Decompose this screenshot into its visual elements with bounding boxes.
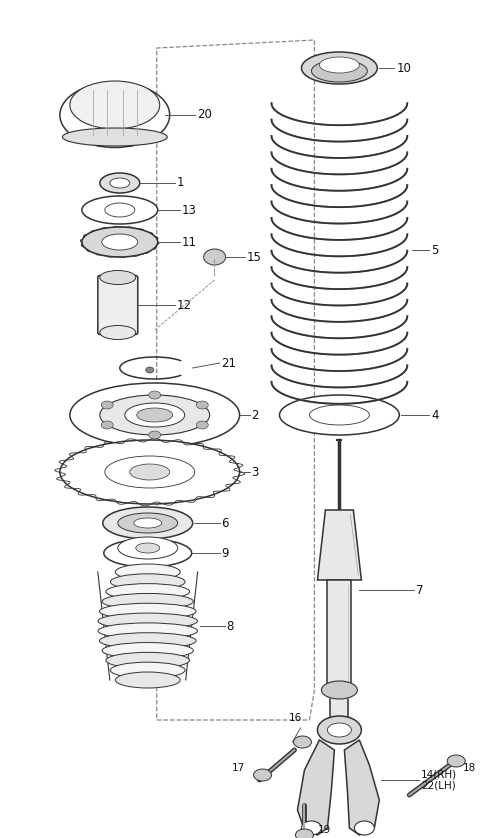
Ellipse shape bbox=[100, 271, 136, 284]
Ellipse shape bbox=[100, 395, 210, 435]
Ellipse shape bbox=[98, 613, 197, 629]
Ellipse shape bbox=[100, 325, 136, 339]
Text: 11: 11 bbox=[181, 235, 197, 249]
Ellipse shape bbox=[102, 234, 138, 250]
Text: 2: 2 bbox=[252, 408, 259, 422]
Ellipse shape bbox=[99, 603, 196, 619]
Polygon shape bbox=[327, 580, 351, 690]
Ellipse shape bbox=[322, 681, 358, 699]
Ellipse shape bbox=[118, 513, 178, 533]
Ellipse shape bbox=[137, 408, 173, 422]
Ellipse shape bbox=[447, 755, 465, 767]
Ellipse shape bbox=[106, 652, 190, 669]
Ellipse shape bbox=[60, 440, 240, 504]
Text: 1: 1 bbox=[177, 177, 184, 189]
Ellipse shape bbox=[103, 507, 192, 539]
Text: 18: 18 bbox=[463, 763, 477, 773]
Ellipse shape bbox=[102, 593, 193, 609]
Polygon shape bbox=[317, 510, 361, 580]
Ellipse shape bbox=[70, 81, 160, 129]
Ellipse shape bbox=[105, 456, 195, 488]
Ellipse shape bbox=[118, 537, 178, 559]
Text: 8: 8 bbox=[227, 619, 234, 633]
Ellipse shape bbox=[301, 52, 377, 84]
Text: 3: 3 bbox=[252, 465, 259, 478]
Text: 7: 7 bbox=[416, 583, 424, 597]
Ellipse shape bbox=[136, 543, 160, 553]
Text: 4: 4 bbox=[431, 408, 439, 422]
Text: 10: 10 bbox=[396, 61, 411, 75]
Ellipse shape bbox=[98, 623, 197, 639]
Ellipse shape bbox=[293, 736, 312, 748]
Text: 13: 13 bbox=[181, 204, 196, 216]
Ellipse shape bbox=[82, 196, 158, 224]
Ellipse shape bbox=[106, 583, 190, 600]
Ellipse shape bbox=[310, 405, 369, 425]
Ellipse shape bbox=[100, 173, 140, 193]
Polygon shape bbox=[81, 226, 159, 257]
Text: 9: 9 bbox=[222, 546, 229, 560]
Ellipse shape bbox=[301, 821, 322, 835]
Ellipse shape bbox=[327, 723, 351, 737]
FancyBboxPatch shape bbox=[98, 276, 138, 334]
Text: 21: 21 bbox=[222, 356, 237, 370]
Text: 19: 19 bbox=[317, 825, 331, 835]
Ellipse shape bbox=[196, 401, 208, 409]
Ellipse shape bbox=[105, 203, 135, 217]
Ellipse shape bbox=[62, 128, 167, 146]
Text: 20: 20 bbox=[197, 108, 212, 122]
Ellipse shape bbox=[101, 421, 113, 429]
Ellipse shape bbox=[149, 391, 161, 399]
Polygon shape bbox=[298, 740, 335, 835]
Polygon shape bbox=[344, 740, 379, 835]
Ellipse shape bbox=[146, 367, 154, 373]
Text: 6: 6 bbox=[222, 516, 229, 530]
Ellipse shape bbox=[101, 401, 113, 409]
Ellipse shape bbox=[70, 383, 240, 447]
Ellipse shape bbox=[110, 662, 185, 678]
Text: 17: 17 bbox=[231, 763, 245, 773]
Ellipse shape bbox=[204, 249, 226, 265]
Ellipse shape bbox=[134, 518, 162, 528]
Ellipse shape bbox=[319, 57, 360, 73]
Ellipse shape bbox=[99, 633, 196, 649]
Text: 16: 16 bbox=[288, 713, 302, 723]
Ellipse shape bbox=[102, 643, 193, 659]
Ellipse shape bbox=[115, 564, 180, 580]
Ellipse shape bbox=[115, 672, 180, 688]
Ellipse shape bbox=[104, 539, 192, 567]
Text: 14(RH)
22(LH): 14(RH) 22(LH) bbox=[421, 769, 457, 791]
Ellipse shape bbox=[253, 769, 272, 781]
Ellipse shape bbox=[317, 716, 361, 744]
Ellipse shape bbox=[279, 395, 399, 435]
Text: 12: 12 bbox=[177, 298, 192, 312]
Ellipse shape bbox=[354, 821, 374, 835]
Ellipse shape bbox=[130, 464, 170, 480]
Ellipse shape bbox=[110, 574, 185, 590]
Text: 15: 15 bbox=[247, 251, 262, 263]
Text: 5: 5 bbox=[431, 244, 439, 256]
Ellipse shape bbox=[60, 82, 170, 147]
Ellipse shape bbox=[110, 178, 130, 188]
Ellipse shape bbox=[149, 431, 161, 439]
Ellipse shape bbox=[312, 60, 367, 82]
Ellipse shape bbox=[196, 421, 208, 429]
Ellipse shape bbox=[125, 403, 185, 427]
Ellipse shape bbox=[296, 829, 313, 838]
